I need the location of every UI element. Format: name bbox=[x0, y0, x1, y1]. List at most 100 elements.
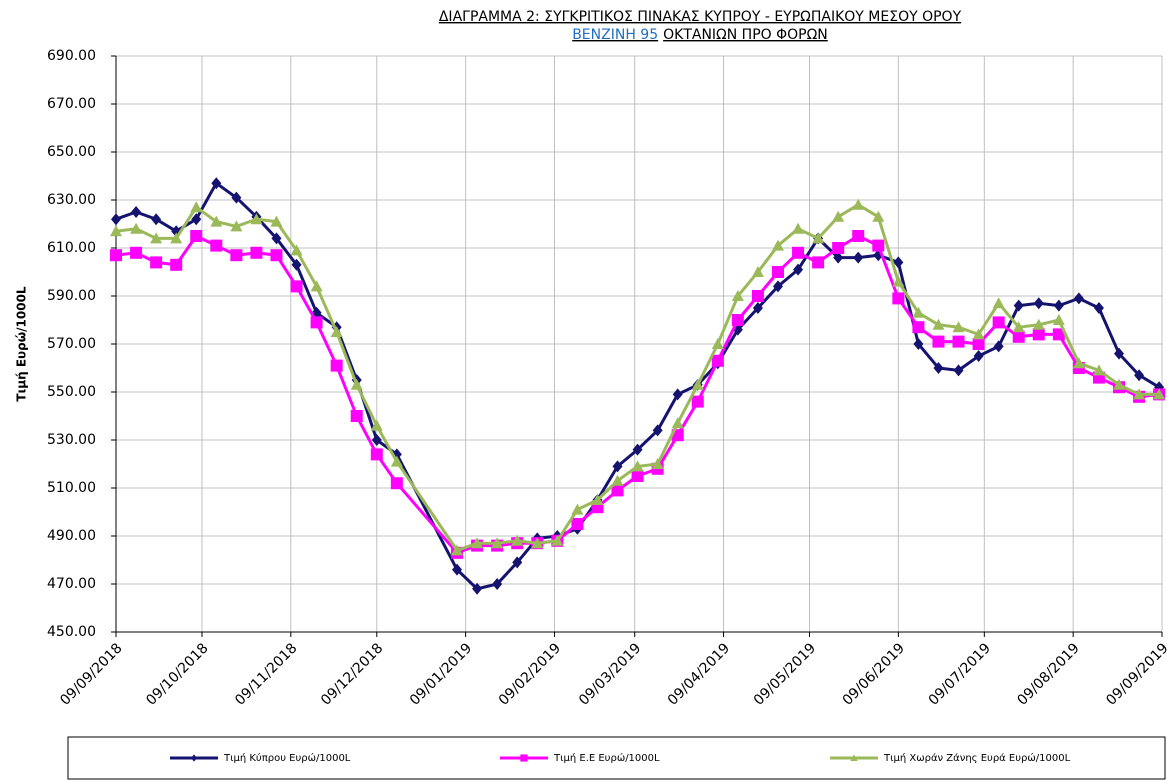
marker bbox=[1013, 299, 1024, 312]
marker bbox=[250, 246, 263, 259]
marker bbox=[611, 474, 624, 486]
marker bbox=[492, 578, 503, 590]
marker bbox=[250, 213, 263, 225]
marker bbox=[852, 198, 865, 210]
marker bbox=[912, 321, 925, 334]
marker bbox=[571, 503, 584, 515]
marker bbox=[792, 222, 805, 234]
marker bbox=[651, 458, 664, 469]
y-tick-label: 530.00 bbox=[47, 432, 96, 448]
marker bbox=[291, 258, 302, 271]
marker bbox=[933, 362, 944, 374]
marker bbox=[472, 582, 483, 595]
marker bbox=[110, 225, 122, 237]
marker bbox=[632, 443, 643, 456]
marker bbox=[812, 256, 825, 269]
x-tick-label: 09/12/2018 bbox=[318, 640, 386, 708]
marker bbox=[1032, 328, 1045, 341]
marker bbox=[151, 213, 162, 226]
marker bbox=[571, 518, 584, 530]
marker bbox=[390, 477, 403, 490]
marker bbox=[451, 544, 464, 556]
marker bbox=[270, 215, 283, 227]
marker bbox=[973, 350, 984, 362]
marker bbox=[893, 256, 904, 269]
x-tick-label: 09/09/2019 bbox=[1103, 640, 1169, 708]
marker bbox=[952, 335, 965, 348]
legend-label: Τιμή Κύπρου Ευρώ/1000L bbox=[223, 752, 351, 764]
chart-subtitle: ΒΕΝΖΙΝΗ 95 ΟΚΤΑΝΙΩΝ ΠΡΟ ΦΟΡΩΝ bbox=[572, 27, 828, 43]
marker bbox=[370, 419, 383, 431]
marker bbox=[271, 232, 282, 245]
marker bbox=[1072, 357, 1085, 369]
x-tick-label: 09/02/2019 bbox=[496, 640, 564, 708]
marker bbox=[350, 410, 363, 422]
marker bbox=[850, 754, 858, 761]
marker bbox=[771, 239, 784, 251]
marker bbox=[150, 232, 163, 244]
marker bbox=[972, 328, 985, 340]
marker bbox=[330, 326, 343, 337]
marker bbox=[711, 354, 724, 367]
marker bbox=[993, 340, 1004, 353]
y-tick-label: 630.00 bbox=[47, 192, 96, 208]
marker bbox=[751, 290, 764, 302]
marker bbox=[1033, 297, 1044, 310]
marker bbox=[1114, 347, 1125, 360]
marker bbox=[452, 563, 463, 576]
marker bbox=[972, 338, 985, 350]
marker bbox=[1093, 302, 1104, 314]
marker bbox=[350, 378, 363, 390]
marker bbox=[211, 177, 222, 190]
marker bbox=[150, 256, 163, 269]
y-tick-label: 570.00 bbox=[47, 336, 96, 352]
marker bbox=[792, 246, 805, 259]
marker bbox=[832, 242, 845, 254]
marker bbox=[953, 364, 964, 377]
marker bbox=[772, 280, 783, 293]
marker bbox=[752, 302, 763, 314]
marker bbox=[130, 222, 143, 234]
marker bbox=[892, 292, 905, 305]
y-tick-label: 470.00 bbox=[47, 576, 96, 592]
marker bbox=[1133, 388, 1146, 400]
y-tick-label: 690.00 bbox=[47, 48, 96, 64]
marker bbox=[932, 318, 945, 330]
marker bbox=[1032, 318, 1045, 330]
y-tick-label: 450.00 bbox=[47, 624, 96, 640]
marker bbox=[131, 206, 142, 218]
y-tick-label: 610.00 bbox=[47, 240, 96, 256]
marker bbox=[230, 249, 243, 262]
marker bbox=[832, 210, 845, 222]
marker bbox=[992, 297, 1005, 309]
y-tick-label: 510.00 bbox=[47, 480, 96, 496]
marker bbox=[913, 338, 924, 350]
marker bbox=[491, 537, 504, 549]
marker bbox=[612, 460, 623, 473]
series-line bbox=[115, 234, 1160, 555]
marker bbox=[191, 754, 197, 762]
legend-label: Τιμή Ε.Ε Ευρώ/1000L bbox=[553, 752, 660, 764]
marker bbox=[531, 537, 544, 549]
marker bbox=[652, 424, 663, 437]
y-tick-label: 590.00 bbox=[47, 288, 96, 304]
legend-box bbox=[67, 736, 1166, 780]
marker bbox=[170, 258, 183, 271]
y-tick-label: 490.00 bbox=[47, 528, 96, 544]
x-tick-label: 09/08/2019 bbox=[1014, 640, 1082, 708]
marker bbox=[110, 249, 122, 262]
marker bbox=[1052, 328, 1065, 341]
marker bbox=[812, 232, 825, 244]
marker bbox=[270, 249, 283, 262]
marker bbox=[551, 534, 564, 546]
y-axis-label: Τιμή Ευρώ/1000L bbox=[15, 286, 29, 402]
marker bbox=[170, 232, 183, 244]
marker bbox=[230, 220, 243, 232]
marker bbox=[290, 280, 303, 293]
marker bbox=[691, 395, 704, 408]
x-tick-label: 09/07/2019 bbox=[926, 640, 994, 708]
chart-title: ΔΙΑΓΡΑΜΜΑ 2: ΣΥΓΚΡΙΤΙΚΟΣ ΠΙΝΑΚΑΣ ΚΥΠΡΟΥ … bbox=[439, 9, 962, 25]
series-line bbox=[115, 181, 1160, 591]
marker bbox=[1073, 292, 1084, 305]
